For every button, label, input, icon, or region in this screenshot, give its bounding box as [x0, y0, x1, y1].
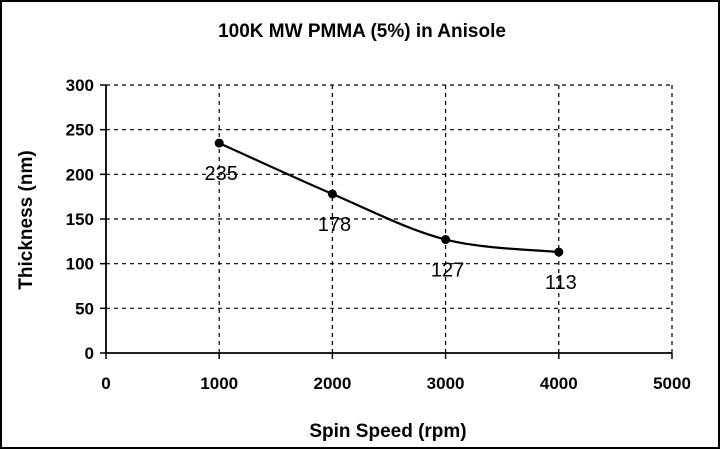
y-tick-label: 250 [66, 121, 94, 140]
data-label: 113 [545, 272, 577, 294]
y-tick-label: 100 [66, 255, 94, 274]
x-tick-label: 3000 [427, 374, 465, 393]
x-tick-label: 2000 [313, 374, 351, 393]
x-tick-label: 5000 [653, 374, 691, 393]
chart-title: 100K MW PMMA (5%) in Anisole [218, 21, 506, 42]
x-tick-label: 4000 [540, 374, 578, 393]
data-point [554, 247, 564, 257]
trend-curve [218, 142, 559, 254]
data-point [441, 235, 451, 245]
y-axis-label: Thickness (nm) [16, 150, 37, 289]
data-point [327, 189, 337, 199]
y-tick-label: 200 [66, 165, 94, 184]
x-tick-label: 0 [101, 374, 110, 393]
data-label: 178 [318, 214, 351, 236]
data-label: 235 [205, 163, 238, 185]
data-point [214, 138, 224, 148]
x-tick-label: 1000 [200, 374, 238, 393]
plot-series: 235 178 127 113 [205, 138, 577, 294]
data-label: 127 [431, 260, 464, 282]
x-axis-label: Spin Speed (rpm) [309, 421, 466, 442]
axes [100, 84, 673, 359]
y-tick-label: 0 [85, 344, 94, 363]
y-tick-label: 150 [66, 210, 94, 229]
y-tick-label: 50 [75, 299, 94, 318]
y-tick-label: 300 [66, 76, 94, 95]
